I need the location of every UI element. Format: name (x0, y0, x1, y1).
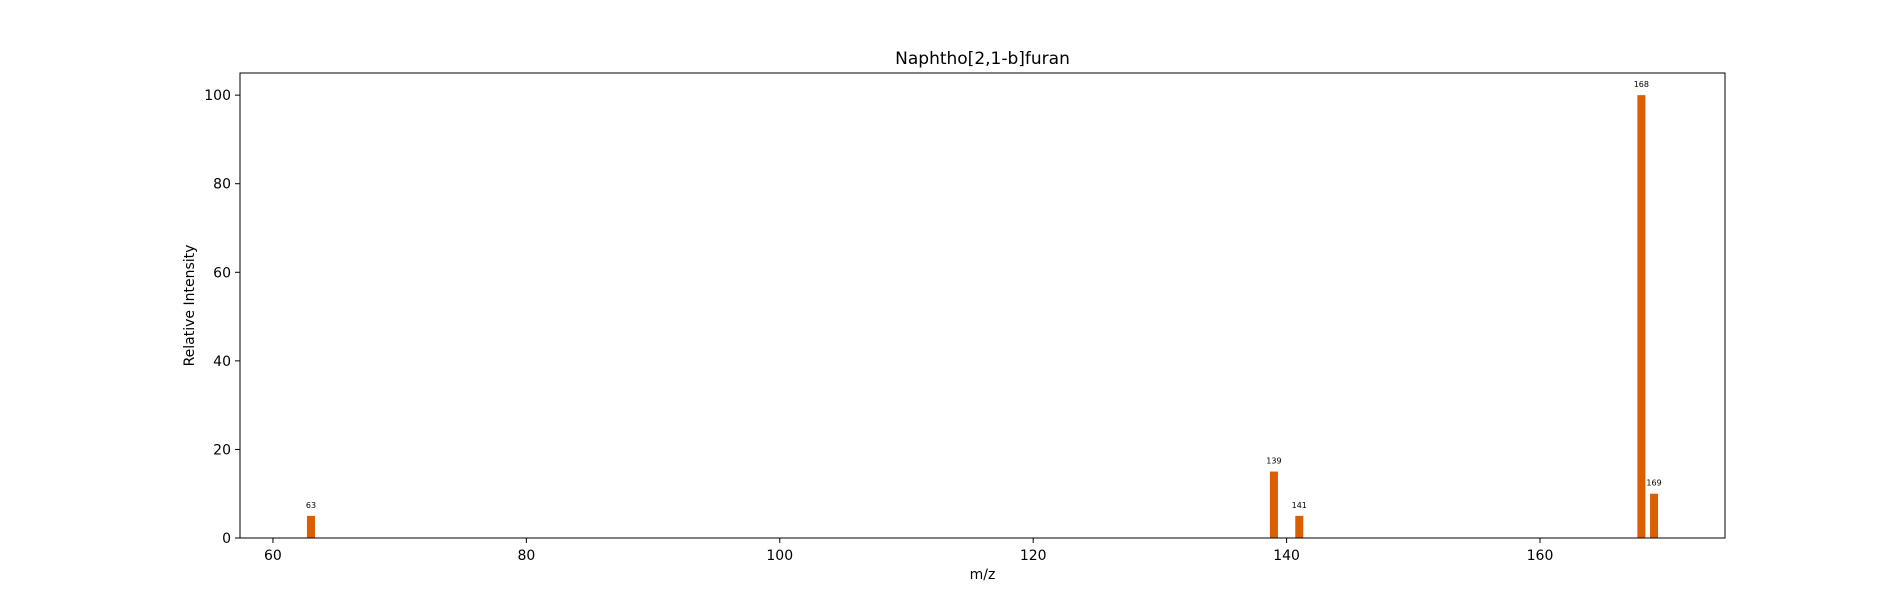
peak-label: 139 (1266, 457, 1281, 466)
y-tick-label: 0 (222, 531, 231, 547)
x-tick-label: 100 (766, 548, 793, 564)
spectrum-bar (1269, 471, 1278, 538)
x-tick-label: 60 (264, 548, 282, 564)
peak-label: 169 (1646, 479, 1661, 488)
y-axis-label: Relative Intensity (182, 245, 198, 367)
y-tick-label: 40 (213, 354, 231, 370)
spectrum-bar (306, 515, 315, 538)
y-tick-label: 20 (213, 442, 231, 458)
peak-labels-group: 63 139 141 168 169 (306, 80, 1662, 510)
x-tick-label: 120 (1020, 548, 1047, 564)
peak-label: 168 (1634, 80, 1649, 89)
y-tick-label: 80 (213, 177, 231, 193)
y-axis: 0 20 40 60 80 100 (204, 88, 240, 547)
spectrum-bar (1295, 515, 1304, 538)
peak-label: 63 (306, 501, 316, 510)
plot-frame (239, 72, 1726, 539)
chart-title: Naphtho[2,1-b]furan (895, 49, 1070, 69)
bars-group (306, 95, 1659, 539)
y-tick-label: 60 (213, 265, 231, 281)
y-tick-label: 100 (204, 88, 231, 104)
x-tick-label: 80 (517, 548, 535, 564)
x-tick-label: 160 (1527, 548, 1554, 564)
x-tick-label: 140 (1273, 548, 1300, 564)
spectrum-bar (1637, 95, 1646, 539)
peak-label: 141 (1292, 501, 1307, 510)
spectrum-bar (1650, 493, 1659, 538)
x-axis: 60 80 100 120 140 160 (264, 538, 1553, 564)
x-axis-label: m/z (970, 567, 996, 583)
